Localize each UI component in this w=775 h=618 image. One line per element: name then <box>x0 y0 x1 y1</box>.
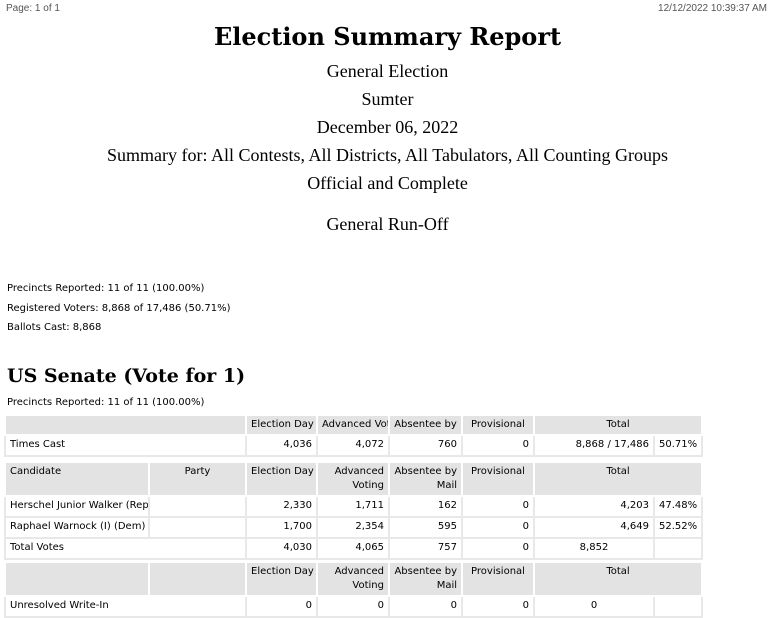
summary-scope: Summary for: All Contests, All Districts… <box>107 145 668 165</box>
cell: 8,868 / 17,486 <box>533 434 655 457</box>
cell: 1,700 <box>245 516 318 539</box>
table-header: Candidate Party Election Day Advanced Vo… <box>4 461 704 497</box>
cell: 0 <box>245 595 318 618</box>
cell: 595 <box>388 516 463 539</box>
table-row: Times Cast 4,036 4,072 760 0 8,868 / 17,… <box>4 434 704 457</box>
cell: 4,036 <box>245 434 318 457</box>
header-advanced-voting: Advanced Voting <box>316 561 390 597</box>
table-header: Election Day Advanced Vot Absentee by Pr… <box>4 414 704 436</box>
total-votes-row: Total Votes 4,030 4,065 757 0 8,852 <box>4 537 704 560</box>
cell: 0 <box>533 595 655 618</box>
county: Sumter <box>361 89 414 109</box>
candidate-table: Candidate Party Election Day Advanced Vo… <box>4 461 704 560</box>
precincts-reported: Precincts Reported: 11 of 11 (100.00%) <box>7 283 205 294</box>
header-party: Party <box>148 461 247 497</box>
candidate-party <box>148 495 247 518</box>
cell <box>652 537 704 560</box>
status: Official and Complete <box>307 173 468 193</box>
cell: 8,852 <box>533 537 655 560</box>
cell: 760 <box>388 434 463 457</box>
cell: 4,030 <box>245 537 318 560</box>
cell: 162 <box>388 495 463 518</box>
header-total: Total <box>532 561 704 597</box>
header-advanced-voting: Advanced Voting <box>316 461 390 497</box>
cell: 757 <box>388 537 463 560</box>
cell: 0 <box>461 434 535 457</box>
report-title: Election Summary Report <box>213 22 562 51</box>
cell: 4,072 <box>316 434 390 457</box>
cell: 50.71% <box>652 434 704 457</box>
table-row: Herschel Junior Walker (Rep) 2,330 1,711… <box>4 495 704 518</box>
header-provisional: Provisional <box>461 461 535 497</box>
header-candidate: Candidate <box>4 461 150 497</box>
cell: 2,354 <box>316 516 390 539</box>
header-total: Total <box>532 461 704 497</box>
page-number: Page: 1 of 1 <box>6 3 60 14</box>
cell: 2,330 <box>245 495 318 518</box>
cell: 0 <box>461 516 535 539</box>
election-type: General Election <box>326 61 449 81</box>
candidate-name: Raphael Warnock (I) (Dem) <box>4 516 150 539</box>
row-label: Total Votes <box>4 537 247 560</box>
cell: 0 <box>461 595 535 618</box>
cell: 47.48% <box>652 495 704 518</box>
header-total: Total <box>532 414 704 436</box>
cell: 52.52% <box>652 516 704 539</box>
cell: 4,649 <box>533 516 655 539</box>
row-label: Times Cast <box>4 434 247 457</box>
registered-voters: Registered Voters: 8,868 of 17,486 (50.7… <box>7 303 231 314</box>
cell: 0 <box>461 537 535 560</box>
header-provisional: Provisional <box>461 561 535 597</box>
write-in-table: Election Day Advanced Voting Absentee by… <box>4 561 704 618</box>
report-timestamp: 12/12/2022 10:39:37 AM <box>658 3 767 14</box>
candidate-name: Herschel Junior Walker (Rep) <box>4 495 150 518</box>
cell: 0 <box>461 495 535 518</box>
header-election-day: Election Day <box>245 561 318 597</box>
table-row: Raphael Warnock (I) (Dem) 1,700 2,354 59… <box>4 516 704 539</box>
election-date: December 06, 2022 <box>316 117 459 137</box>
cell: 4,065 <box>316 537 390 560</box>
cell: 4,203 <box>533 495 655 518</box>
election-name: General Run-Off <box>326 214 449 234</box>
table-header: Election Day Advanced Voting Absentee by… <box>4 561 704 597</box>
header-advanced-voting: Advanced Vot <box>316 414 390 436</box>
cell: 1,711 <box>316 495 390 518</box>
header-absentee: Absentee by <box>388 414 463 436</box>
contest-title: US Senate (Vote for 1) <box>7 365 246 387</box>
header-absentee: Absentee by Mail <box>388 561 463 597</box>
candidate-party <box>148 516 247 539</box>
header-election-day: Election Day <box>245 461 318 497</box>
contest-precincts: Precincts Reported: 11 of 11 (100.00%) <box>7 397 205 408</box>
header-provisional: Provisional <box>461 414 535 436</box>
times-cast-table: Election Day Advanced Vot Absentee by Pr… <box>4 414 704 457</box>
ballots-cast: Ballots Cast: 8,868 <box>7 322 102 333</box>
header-election-day: Election Day <box>245 414 318 436</box>
header-absentee: Absentee by Mail <box>388 461 463 497</box>
